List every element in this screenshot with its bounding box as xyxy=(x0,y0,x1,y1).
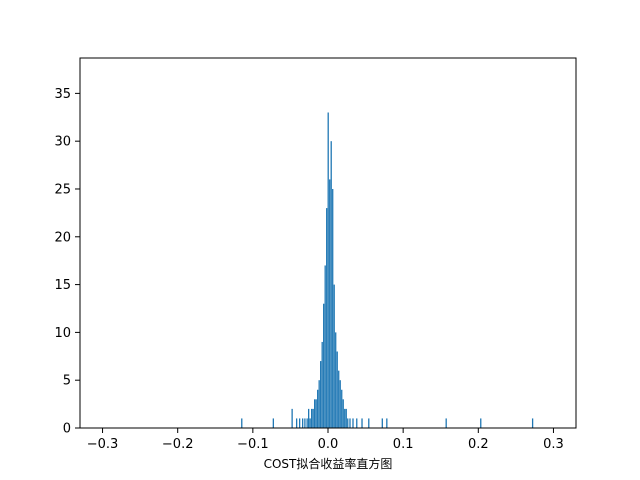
histogram-bar xyxy=(309,418,311,428)
histogram-bar xyxy=(320,361,322,428)
y-tick-label: 15 xyxy=(54,278,71,293)
histogram-bar xyxy=(336,351,338,428)
histogram-bar xyxy=(335,332,337,428)
histogram-bar xyxy=(327,112,329,428)
histogram-bar xyxy=(342,399,344,428)
histogram-bar xyxy=(317,389,319,428)
histogram-bar xyxy=(324,265,326,428)
histogram-bar xyxy=(330,141,332,428)
x-axis: −0.3 −0.2 −0.1 0.0 0.1 0.2 0.3 xyxy=(87,428,564,452)
histogram-bar xyxy=(480,418,482,428)
histogram-bar xyxy=(347,418,349,428)
histogram-bar xyxy=(361,418,363,428)
y-tick-label: 0 xyxy=(63,422,71,437)
histogram-bar xyxy=(311,408,313,428)
histogram-bar xyxy=(291,408,293,428)
x-tick-label: 0.3 xyxy=(543,437,564,452)
histogram-bar xyxy=(329,179,331,428)
histogram-bar xyxy=(349,418,351,428)
histogram-bar xyxy=(345,408,347,428)
y-tick-label: 30 xyxy=(54,135,71,150)
y-tick-label: 20 xyxy=(54,230,71,245)
x-tick-label: 0.2 xyxy=(468,437,489,452)
x-tick-label: −0.1 xyxy=(237,437,269,452)
histogram-bar xyxy=(304,418,306,428)
x-tick-label: 0.1 xyxy=(393,437,414,452)
y-axis: 0 5 10 15 20 25 30 35 xyxy=(54,87,80,437)
histogram-bar xyxy=(298,418,301,428)
histogram-bar xyxy=(318,380,320,428)
histogram-bar xyxy=(531,418,534,428)
histogram-bar xyxy=(312,408,314,428)
histogram-bar xyxy=(321,341,323,428)
histogram-bar xyxy=(338,370,340,428)
histogram-bar xyxy=(326,208,328,428)
histogram-bars xyxy=(241,112,534,428)
histogram-bar xyxy=(381,418,383,428)
histogram-bar xyxy=(295,418,298,428)
histogram-bar xyxy=(315,399,317,428)
histogram-bar xyxy=(356,418,358,428)
histogram-bar xyxy=(339,380,341,428)
histogram-bar xyxy=(344,408,346,428)
histogram-bar xyxy=(333,284,335,428)
y-tick-label: 10 xyxy=(54,326,71,341)
x-tick-label: 0.0 xyxy=(318,437,339,452)
histogram-bar xyxy=(323,303,325,428)
histogram-bar xyxy=(352,418,354,428)
histogram-bar xyxy=(386,418,388,428)
histogram-bar xyxy=(272,418,274,428)
histogram-bar xyxy=(306,418,308,428)
histogram-bar xyxy=(368,418,370,428)
x-tick-label: −0.3 xyxy=(87,437,119,452)
histogram-bar xyxy=(308,408,310,428)
histogram-bar xyxy=(241,418,243,428)
histogram-bar xyxy=(445,418,447,428)
histogram-bar xyxy=(302,418,304,428)
y-tick-label: 25 xyxy=(54,182,71,197)
y-tick-label: 5 xyxy=(63,374,71,389)
histogram-bar xyxy=(341,389,343,428)
y-tick-label: 35 xyxy=(54,87,71,102)
x-tick-label: −0.2 xyxy=(162,437,194,452)
x-axis-label: COST拟合收益率直方图 xyxy=(264,456,393,471)
histogram-bar xyxy=(314,399,316,428)
histogram-bar xyxy=(332,188,334,428)
